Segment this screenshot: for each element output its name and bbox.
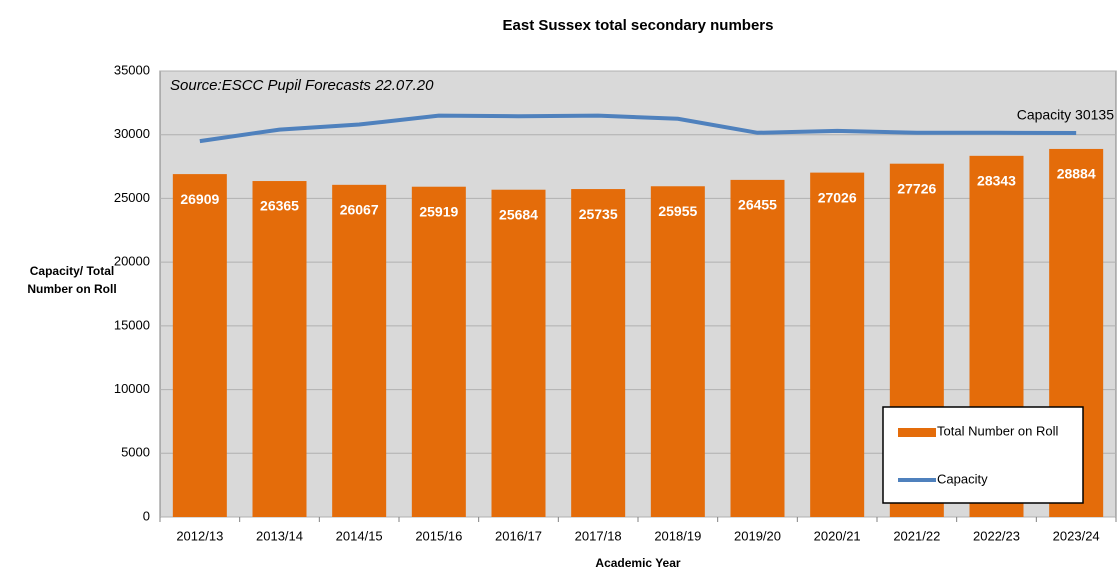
y-tick-label: 25000: [114, 190, 150, 205]
x-tick-label: 2022/23: [973, 528, 1020, 543]
x-tick-label: 2016/17: [495, 528, 542, 543]
legend-swatch: [898, 428, 936, 437]
x-tick-label: 2013/14: [256, 528, 303, 543]
data-label: 26455: [738, 197, 777, 213]
data-label: 26365: [260, 198, 299, 214]
bar: [332, 184, 387, 517]
data-label: 25684: [499, 206, 538, 222]
legend-label: Capacity: [937, 471, 988, 486]
data-label: 25735: [579, 206, 618, 222]
line: [199, 113, 1077, 144]
data-label: 27026: [818, 189, 857, 205]
bar: [810, 172, 865, 517]
y-tick-label: 5000: [121, 445, 150, 460]
x-tick-label: 2018/19: [654, 528, 701, 543]
data-label: 28343: [977, 173, 1016, 189]
y-tick-label: 0: [143, 508, 150, 523]
y-tick-label: 30000: [114, 126, 150, 141]
chart-title: East Sussex total secondary numbers: [503, 17, 774, 34]
source-note: Source:ESCC Pupil Forecasts 22.07.20: [170, 77, 434, 94]
y-tick-label: 35000: [114, 62, 150, 77]
x-tick-label: 2014/15: [336, 528, 383, 543]
data-label: 25919: [419, 203, 458, 219]
bar: [252, 181, 307, 517]
x-axis-label: Academic Year: [595, 556, 681, 570]
data-label: 28884: [1057, 166, 1096, 182]
data-label: 26909: [180, 191, 219, 207]
x-tick-label: 2012/13: [176, 528, 223, 543]
bar: [730, 179, 785, 518]
bar: [650, 186, 705, 517]
x-tick-label: 2019/20: [734, 528, 781, 543]
x-tick-label: 2015/16: [415, 528, 462, 543]
y-tick-label: 10000: [114, 381, 150, 396]
x-tick-label: 2017/18: [575, 528, 622, 543]
x-tick-label: 2021/22: [893, 528, 940, 543]
capacity-label: Capacity 30135: [1017, 107, 1115, 123]
x-tick-label: 2023/24: [1053, 528, 1100, 543]
bar: [571, 189, 626, 518]
legend-label: Total Number on Roll: [937, 423, 1058, 438]
bar: [491, 189, 546, 517]
bar: [411, 186, 466, 517]
data-label: 25955: [658, 203, 697, 219]
y-axis-label: Capacity/ Total Number on Roll: [27, 264, 117, 296]
y-tick-label: 15000: [114, 317, 150, 332]
y-tick-label: 20000: [114, 254, 150, 269]
data-label: 27726: [897, 180, 936, 196]
legend-box: [882, 406, 1084, 504]
x-tick-label: 2020/21: [814, 528, 861, 543]
data-label: 26067: [340, 202, 379, 218]
bar: [172, 174, 227, 517]
